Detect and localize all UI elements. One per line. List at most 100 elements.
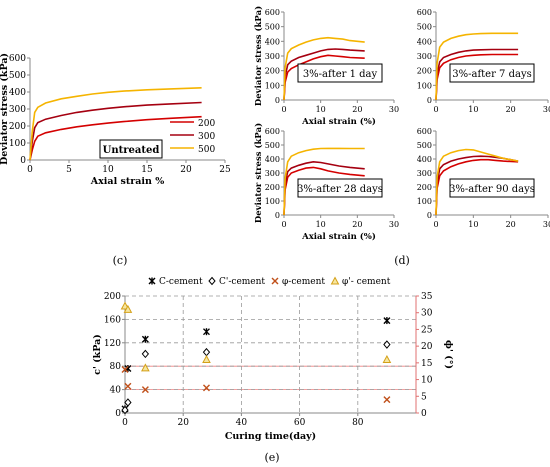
- annotation-text: 3%-after 28 days: [297, 184, 383, 195]
- series-line-500: [29, 87, 202, 161]
- x-tick-label: 20: [180, 165, 192, 175]
- x-tick-label: 20: [352, 220, 362, 229]
- y-axis-title: Deviator stress (kPa): [253, 6, 264, 106]
- y-tick-label: 400: [265, 37, 280, 46]
- panel-label-d: (d): [394, 254, 410, 267]
- y-axis-title-left: c' (kPa): [92, 334, 103, 375]
- y-tick-label: 0: [427, 211, 432, 220]
- x-axis-title: Axial strain (%): [301, 231, 376, 242]
- x-tick-label: 10: [468, 105, 478, 114]
- y2-tick-label: 15: [421, 359, 433, 369]
- legend-label: C'-cement: [219, 277, 265, 287]
- x-tick-label: 20: [352, 105, 362, 114]
- x-tick-label: 10: [468, 220, 478, 229]
- marker-triangle: [123, 304, 133, 313]
- y-tick-label: 300: [417, 52, 432, 61]
- x-tick-label: 30: [389, 220, 399, 229]
- y-tick-label: 500: [265, 141, 280, 150]
- chart-panel-c: 0 100 200 300 400 500 600 0 5 10 15 20 25 Axial strai…: [0, 53, 231, 187]
- annotation-text: Untreated: [103, 145, 160, 156]
- x-tick-label: 0: [433, 220, 438, 229]
- x-tick-label: 0: [27, 165, 33, 175]
- y2-tick-label: 25: [421, 325, 433, 335]
- series-line-300: [283, 160, 365, 216]
- y-tick-label: 100: [265, 81, 280, 90]
- chart-panel-d7: 0 100 200 300 400 500 600 0 10 20 30 3%-after 7 day…: [417, 8, 550, 114]
- y2-tick-label: 10: [421, 376, 433, 386]
- legend-label: C-cement: [159, 277, 203, 287]
- panel-label-c: (c): [113, 254, 128, 267]
- y-tick-label: 0: [275, 211, 280, 220]
- x-tick-label: 20: [506, 105, 516, 114]
- y-tick-label: 200: [9, 122, 26, 132]
- series-line-200: [29, 115, 202, 161]
- x-axis-title: Axial strain %: [90, 176, 164, 187]
- y2-tick-label: 20: [421, 342, 433, 352]
- y-tick-label: 400: [265, 155, 280, 164]
- series-line-200: [435, 53, 519, 101]
- y-tick-label: 300: [265, 169, 280, 178]
- chart-panel-d28: 0 100 200 300 400 500 600 0 10 20 30 Axial strain (…: [253, 123, 399, 242]
- marker-x: [124, 382, 132, 390]
- annotation-box: [449, 63, 535, 83]
- panel-label-e: (e): [264, 451, 279, 464]
- marker-diamond: [383, 340, 391, 349]
- marker-diamond: [202, 347, 211, 357]
- series-line-500: [283, 36, 365, 101]
- legend-label: φ-cement: [282, 277, 325, 287]
- x-tick-label: 30: [543, 105, 550, 114]
- series-line-500: [283, 147, 365, 216]
- annotation-text: 3%-after 90 days: [449, 184, 535, 195]
- y-tick-label: 100: [417, 81, 432, 90]
- x-tick-label: 0: [281, 220, 286, 229]
- marker-x: [383, 396, 391, 404]
- marker-x: [141, 386, 149, 394]
- x-tick-label: 0: [281, 105, 286, 114]
- x-tick-label: 0: [122, 418, 128, 428]
- y-tick-label: 500: [9, 71, 26, 81]
- x-tick-label: 5: [66, 165, 72, 175]
- x-tick-label: 15: [141, 165, 153, 175]
- y-tick-label: 600: [9, 54, 26, 64]
- marker-x: [202, 384, 210, 392]
- marker-triangle: [202, 354, 211, 364]
- x-tick-label: 10: [102, 165, 114, 175]
- y-tick-label: 80: [110, 362, 122, 372]
- x-tick-label: 30: [389, 105, 399, 114]
- y-tick-label: 200: [265, 183, 280, 192]
- y-axis-title: Deviator stress (kPa): [0, 53, 10, 165]
- x-tick-label: 10: [316, 220, 326, 229]
- x-tick-label: 10: [316, 105, 326, 114]
- x-tick-label: 40: [236, 418, 248, 428]
- series-line-200: [283, 166, 365, 216]
- annotation-text: 3%-after 1 day: [303, 69, 378, 80]
- marker-x: [121, 366, 129, 374]
- x-axis-title: Curing time(day): [225, 431, 316, 442]
- y-tick-label: 0: [20, 156, 26, 166]
- y-tick-label: 200: [417, 183, 432, 192]
- annotation-box: [449, 178, 535, 198]
- y-tick-label: 400: [417, 37, 432, 46]
- y-tick-label: 100: [9, 139, 26, 149]
- y-tick-label: 600: [417, 127, 432, 136]
- marker-diamond: [121, 405, 129, 415]
- y-tick-label: 120: [104, 339, 121, 349]
- x-tick-label: 20: [506, 220, 516, 229]
- y2-tick-label: 30: [421, 309, 433, 319]
- legend-label: φ'- cement: [342, 277, 391, 287]
- marker-diamond: [124, 398, 132, 407]
- series-line-500: [435, 32, 519, 101]
- y-tick-label: 40: [110, 386, 122, 396]
- y2-tick-label: 35: [421, 292, 433, 302]
- y2-tick-label: 5: [421, 392, 427, 402]
- marker-triangle: [382, 354, 392, 364]
- x-tick-label: 25: [219, 165, 231, 175]
- annotation-box: [297, 178, 383, 198]
- series-line-200: [435, 158, 519, 216]
- y-tick-label: 600: [265, 8, 280, 17]
- y-tick-label: 600: [417, 8, 432, 17]
- marker-diamond: [208, 276, 216, 286]
- series-line-200: [283, 54, 365, 101]
- x-tick-label: 0: [433, 105, 438, 114]
- y-tick-label: 100: [417, 197, 432, 206]
